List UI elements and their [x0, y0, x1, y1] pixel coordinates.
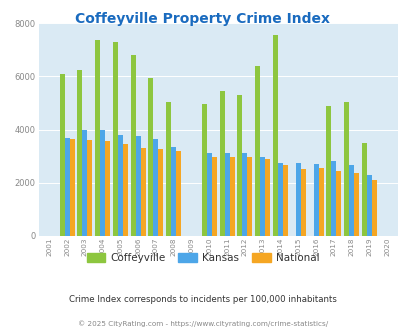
Bar	[148, 78, 153, 236]
Bar	[135, 136, 140, 236]
Bar	[206, 153, 211, 236]
Bar	[300, 169, 305, 236]
Bar	[123, 144, 128, 236]
Bar	[237, 95, 242, 236]
Bar	[318, 168, 323, 236]
Bar	[282, 165, 287, 236]
Bar	[272, 35, 277, 236]
Bar	[171, 147, 176, 236]
Bar	[100, 130, 105, 236]
Bar	[247, 157, 252, 236]
Bar	[229, 157, 234, 236]
Bar	[242, 153, 247, 236]
Bar	[361, 143, 366, 236]
Legend: Coffeyville, Kansas, National: Coffeyville, Kansas, National	[82, 248, 323, 267]
Bar	[95, 40, 100, 236]
Bar	[60, 74, 64, 236]
Bar	[353, 174, 358, 236]
Bar	[260, 157, 264, 236]
Bar	[77, 70, 82, 236]
Text: Crime Index corresponds to incidents per 100,000 inhabitants: Crime Index corresponds to incidents per…	[69, 295, 336, 304]
Bar	[366, 175, 371, 236]
Bar	[201, 104, 206, 236]
Bar	[348, 165, 353, 236]
Bar	[166, 102, 171, 236]
Bar	[326, 106, 330, 236]
Bar	[224, 153, 229, 236]
Bar	[113, 42, 117, 236]
Bar	[219, 91, 224, 236]
Bar	[211, 157, 216, 236]
Bar	[264, 159, 269, 236]
Bar	[277, 163, 282, 236]
Bar	[117, 135, 123, 236]
Bar	[295, 163, 300, 236]
Bar	[343, 102, 348, 236]
Bar	[255, 66, 260, 236]
Text: Coffeyville Property Crime Index: Coffeyville Property Crime Index	[75, 12, 330, 25]
Bar	[176, 151, 181, 236]
Bar	[105, 142, 110, 236]
Bar	[153, 139, 158, 236]
Bar	[140, 148, 145, 236]
Bar	[64, 138, 69, 236]
Bar	[130, 55, 135, 236]
Text: © 2025 CityRating.com - https://www.cityrating.com/crime-statistics/: © 2025 CityRating.com - https://www.city…	[78, 320, 327, 327]
Bar	[371, 180, 376, 236]
Bar	[330, 161, 335, 236]
Bar	[313, 164, 318, 236]
Bar	[69, 139, 74, 236]
Bar	[87, 140, 92, 236]
Bar	[335, 171, 341, 236]
Bar	[82, 130, 87, 236]
Bar	[158, 149, 163, 236]
